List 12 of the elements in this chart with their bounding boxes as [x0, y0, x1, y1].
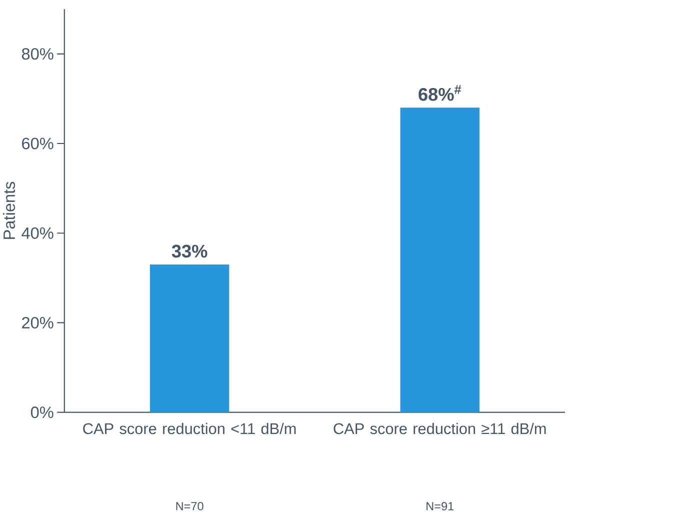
text: N=91: [426, 502, 454, 510]
data-label: 68%$^{#}$: [418, 85, 462, 101]
y-tick-label: 20%: [22, 316, 54, 329]
y-tick-label: 0%: [30, 406, 54, 418]
x-tick-label: CAP score reduction ≥11 dB/m: [334, 422, 546, 434]
y-tick-label: 60%: [22, 138, 54, 150]
x-tick-label: CAP score reduction <11 dB/m: [83, 422, 296, 434]
text: N=70: [176, 502, 204, 510]
y-tick-label: 40%: [22, 227, 54, 239]
data-label: 33%: [172, 244, 208, 258]
y-axis-title: Patients: [3, 182, 16, 239]
y-tick-label: 80%: [22, 48, 54, 60]
